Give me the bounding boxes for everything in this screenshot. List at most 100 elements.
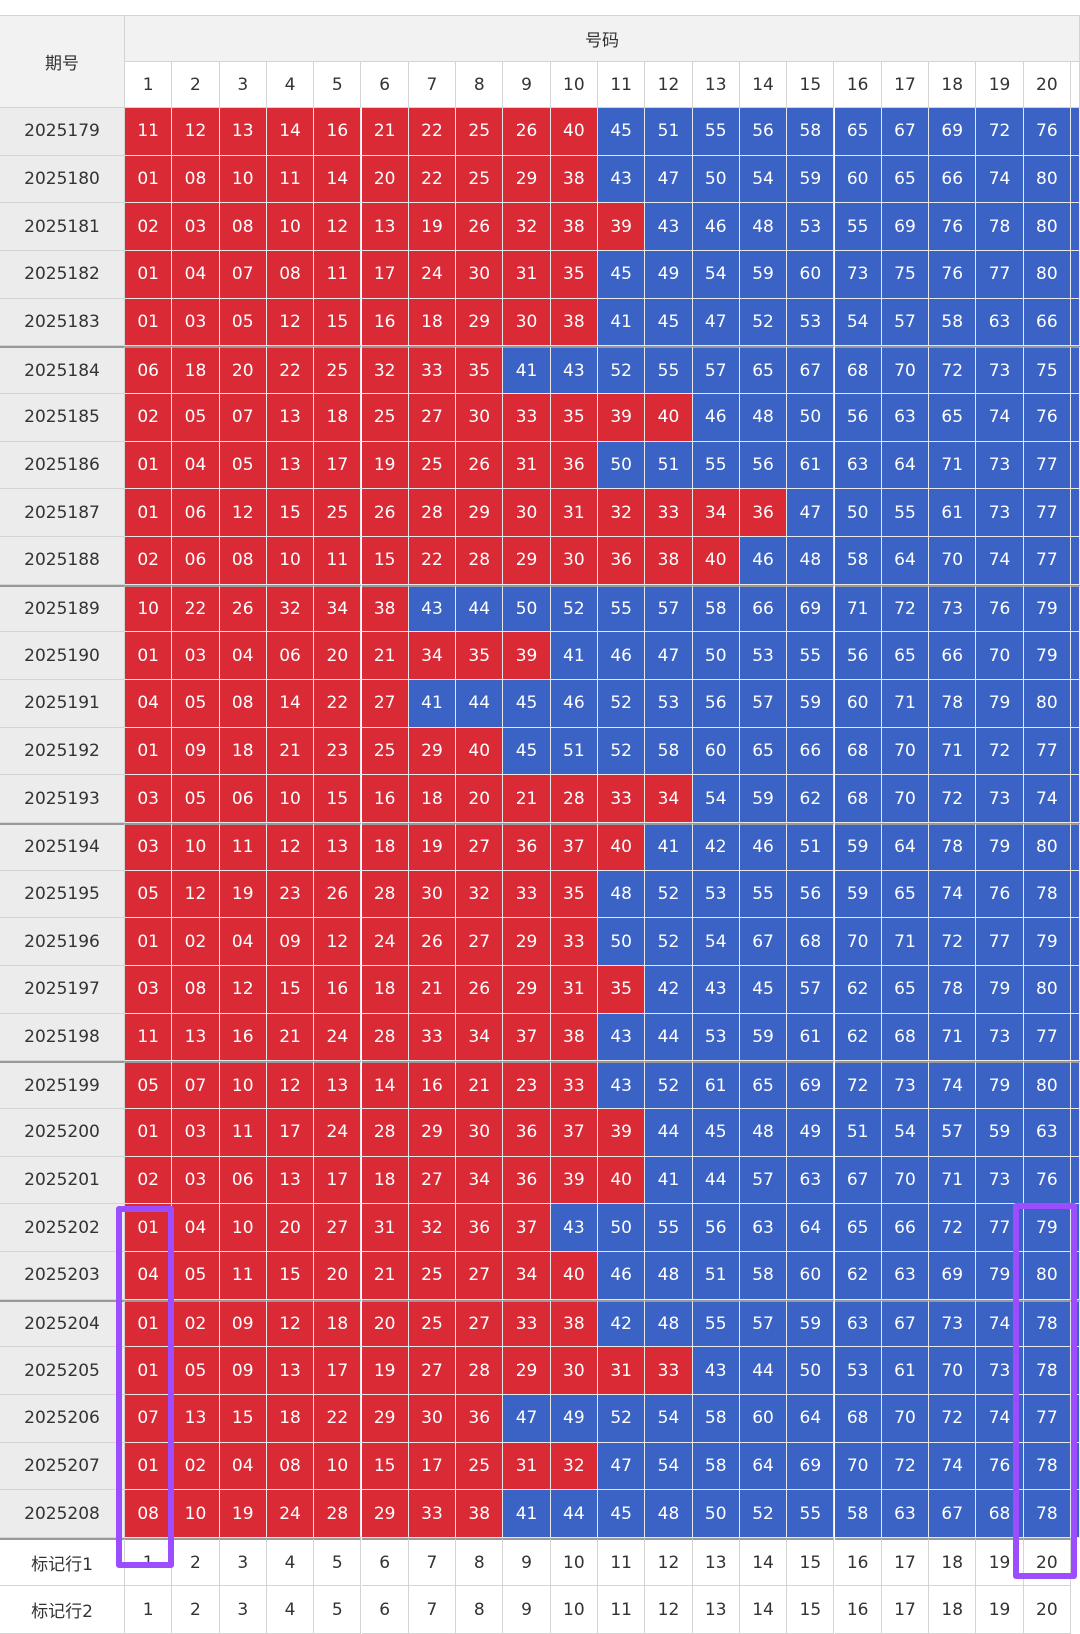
number-cell: 20 [314, 1252, 362, 1300]
number-cell: 15 [219, 1395, 267, 1443]
number-cell: 01 [125, 251, 173, 299]
number-cell: 55 [787, 1490, 835, 1539]
number-cell: 33 [645, 489, 693, 538]
number-cell: 40 [456, 727, 504, 776]
number-cell: 58 [787, 108, 835, 156]
number-cell: 04 [125, 680, 173, 728]
number-cell: 70 [881, 1395, 930, 1443]
column-header: 9 [503, 62, 551, 108]
number-cell: 11 [219, 823, 267, 871]
number-cell: 39 [550, 1156, 598, 1205]
footer-value: 18 [929, 1538, 977, 1587]
number-cell: 43 [692, 1347, 740, 1396]
period: 2025184 [0, 346, 125, 394]
number-cell: 18 [408, 775, 457, 824]
number-cell: 27 [408, 1156, 457, 1205]
number-cell: 31 [361, 1204, 409, 1253]
footer-value: 11 [598, 1586, 646, 1634]
footer-value: 15 [787, 1586, 835, 1634]
number-cell: 03 [172, 203, 220, 251]
number-cell: 65 [739, 1061, 788, 1110]
number-cell: 25 [314, 489, 362, 538]
number-cell: 17 [314, 1156, 362, 1205]
number-cell: 59 [976, 1109, 1024, 1157]
number-cell: 65 [834, 108, 882, 156]
period: 2025205 [0, 1347, 125, 1396]
number-cell: 05 [172, 394, 220, 442]
number-cell: 06 [172, 489, 220, 538]
period: 2025195 [0, 870, 125, 919]
footer-value: 19 [976, 1538, 1024, 1587]
number-cell: 46 [550, 680, 598, 728]
number-cell: 65 [881, 155, 930, 204]
number-cell: 73 [929, 584, 977, 633]
number-cell: 70 [834, 918, 882, 967]
number-cell: 20 [314, 632, 362, 681]
highlight-box [116, 1206, 174, 1568]
number-cell: 05 [125, 870, 173, 919]
number-cell [1071, 1013, 1080, 1062]
column-header: 14 [739, 62, 788, 108]
number-cell: 29 [408, 727, 457, 776]
period: 2025180 [0, 155, 125, 204]
column-header: 17 [881, 62, 930, 108]
footer-value: 20 [1023, 1538, 1071, 1587]
number-cell: 22 [408, 108, 457, 156]
number-cell: 30 [503, 298, 551, 347]
number-cell: 30 [550, 1347, 598, 1396]
number-cell: 18 [408, 298, 457, 347]
number-cell: 54 [645, 1395, 693, 1443]
number-cell: 10 [266, 203, 315, 251]
number-cell: 44 [692, 1156, 740, 1205]
number-cell: 44 [550, 1490, 598, 1539]
number-cell: 38 [550, 1299, 598, 1348]
number-cell: 10 [266, 775, 315, 824]
footer-value: 15 [787, 1538, 835, 1587]
number-cell: 59 [739, 251, 788, 299]
column-header: 8 [456, 62, 504, 108]
number-cell: 03 [125, 823, 173, 871]
number-cell: 02 [125, 394, 173, 442]
number-cell: 28 [550, 775, 598, 824]
number-cell: 12 [219, 966, 267, 1014]
footer-value: 13 [692, 1538, 740, 1587]
number-cell: 50 [834, 489, 882, 538]
number-cell: 20 [456, 775, 504, 824]
period: 2025207 [0, 1442, 125, 1491]
footer-value: 9 [503, 1538, 551, 1587]
number-cell: 47 [645, 632, 693, 681]
number-cell: 33 [408, 346, 457, 394]
number-cell: 41 [598, 298, 646, 347]
number-cell: 63 [881, 394, 930, 442]
footer-value: 5 [314, 1538, 362, 1587]
number-cell: 71 [881, 680, 930, 728]
number-cell: 67 [881, 108, 930, 156]
number-cell: 59 [834, 870, 882, 919]
number-cell: 21 [266, 1013, 315, 1062]
number-cell: 52 [598, 346, 646, 394]
number-cell: 22 [408, 155, 457, 204]
number-cell: 32 [361, 346, 409, 394]
number-cell: 17 [314, 441, 362, 490]
number-cell: 53 [645, 680, 693, 728]
column-header: 3 [219, 62, 267, 108]
number-cell: 50 [692, 1490, 740, 1539]
number-cell: 18 [172, 346, 220, 394]
number-cell [1071, 155, 1080, 204]
number-cell: 43 [692, 966, 740, 1014]
number-cell: 50 [787, 1347, 835, 1396]
number-cell: 68 [834, 727, 882, 776]
number-cell: 29 [408, 1109, 457, 1157]
footer-value: 1 [125, 1586, 173, 1634]
number-cell: 70 [881, 775, 930, 824]
number-cell: 45 [598, 108, 646, 156]
number-cell: 60 [739, 1395, 788, 1443]
footer-value: 19 [976, 1586, 1024, 1634]
number-cell: 04 [219, 918, 267, 967]
period: 2025203 [0, 1252, 125, 1300]
number-cell: 58 [645, 727, 693, 776]
number-cell: 37 [503, 1204, 551, 1253]
number-cell: 69 [787, 1442, 835, 1491]
number-cell: 61 [787, 441, 835, 490]
number-cell: 43 [550, 346, 598, 394]
